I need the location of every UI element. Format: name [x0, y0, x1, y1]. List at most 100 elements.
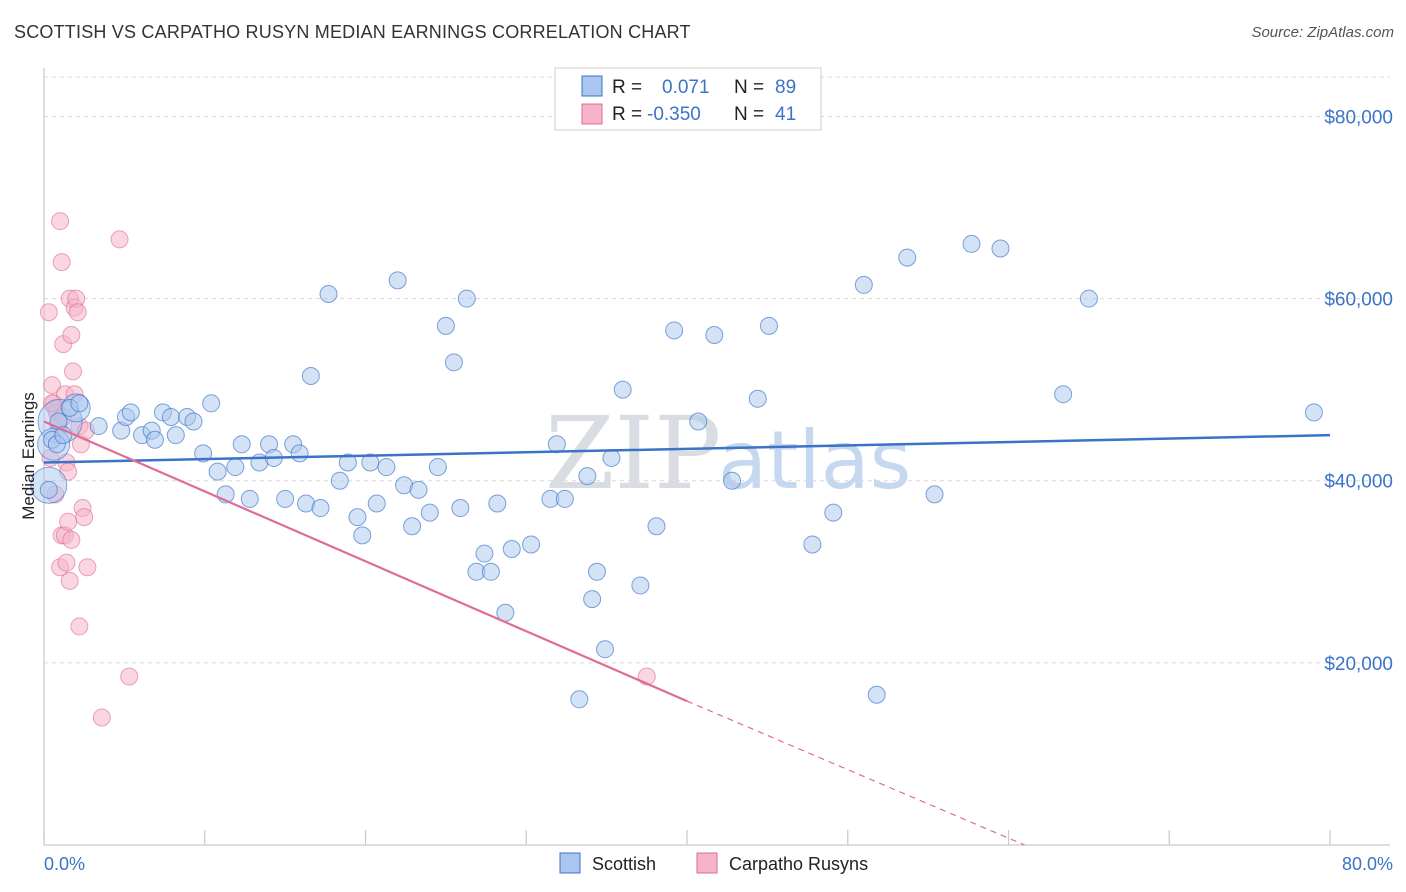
scottish-point — [962, 234, 981, 253]
scottish-point — [631, 576, 650, 595]
scottish-point — [689, 412, 708, 431]
trend-lines — [43, 420, 1331, 846]
scottish-point — [89, 417, 108, 436]
scottish-point — [867, 685, 886, 704]
scottish-point — [647, 517, 666, 536]
carpatho-rusyn-point — [52, 253, 71, 272]
scottish-point — [803, 535, 822, 554]
scottish-point — [570, 690, 589, 709]
legend-r-label: R = — [612, 77, 642, 98]
y-axis-label: Median Earnings — [19, 392, 38, 520]
scottish-point — [319, 285, 338, 304]
scottish-point — [991, 239, 1010, 258]
carpatho-rusyn-point — [120, 667, 139, 686]
source-label: Source: ZipAtlas.com — [1251, 24, 1394, 41]
legend-n-label: N = — [734, 104, 764, 125]
scottish-point — [1079, 289, 1098, 308]
scottish-point — [428, 458, 447, 477]
watermark: ZIP atlas — [545, 395, 911, 512]
scottish-point — [723, 471, 742, 490]
scottish-point — [898, 248, 917, 267]
scottish-point — [232, 435, 251, 454]
carpatho-rusyn-point — [62, 326, 81, 344]
scottish-point — [1304, 403, 1323, 422]
scottish-point — [824, 503, 843, 522]
scottish-point — [409, 480, 428, 499]
grid-lines — [44, 76, 1390, 664]
scottish-point — [502, 540, 521, 559]
bottom-legend-swatch-carpatho — [696, 852, 718, 874]
scottish-point — [290, 444, 309, 463]
scottish-point — [330, 471, 349, 490]
legend-r-value: -0.350 — [647, 104, 701, 125]
scottish-point — [578, 467, 597, 486]
scottish-point — [208, 462, 227, 481]
scottish-point — [748, 389, 767, 408]
scottish-point — [475, 544, 494, 563]
scottish-point — [377, 458, 396, 477]
scottish-point — [338, 453, 357, 472]
y-tick-label: $80,000 — [1324, 107, 1393, 128]
scottish-points — [30, 234, 1323, 709]
carpatho-rusyn-point — [92, 708, 111, 727]
y-tick-label: $40,000 — [1324, 472, 1393, 493]
legend-r-value: 0.071 — [662, 77, 710, 98]
scottish-point — [613, 380, 632, 399]
scottish-point — [145, 430, 164, 449]
legend-r-label: R = — [612, 104, 642, 125]
legend-swatch-scottish — [581, 75, 603, 97]
carpatho-rusyn-point — [57, 553, 76, 572]
scottish-point — [184, 412, 203, 431]
carpatho-rusyn-point — [63, 362, 82, 381]
scottish-point — [353, 526, 372, 545]
scottish-point — [596, 640, 615, 659]
scottish-point — [420, 503, 439, 522]
carpatho-rusyn-point — [60, 571, 79, 590]
legend-n-value: 89 — [775, 77, 796, 98]
scottish-point — [388, 271, 407, 290]
scottish-point — [665, 321, 684, 340]
carpatho-rusyn-point — [75, 508, 94, 527]
x-tick-label-min: 0.0% — [44, 854, 85, 874]
scottish-point — [1054, 385, 1073, 404]
y-tick-label: $20,000 — [1324, 654, 1393, 675]
scottish-point — [444, 353, 463, 372]
scottish-point — [202, 394, 221, 413]
carpatho-rusyn-point — [78, 558, 97, 577]
bottom-legend-label-carpatho: Carpatho Rusyns — [729, 854, 868, 874]
y-tick-label: $60,000 — [1324, 290, 1393, 311]
carpatho-rusyn-point — [59, 512, 78, 531]
watermark-atlas: atlas — [718, 414, 911, 507]
legend-n-label: N = — [734, 77, 764, 98]
scottish-point — [311, 499, 330, 518]
carpatho-rusyn-point — [43, 376, 62, 395]
scottish-point — [367, 494, 386, 513]
legend-n-value: 41 — [775, 104, 796, 125]
scottish-point — [161, 407, 180, 426]
scottish-point — [436, 316, 455, 335]
scottish-point — [925, 485, 944, 504]
chart-title: SCOTTISH VS CARPATHO RUSYN MEDIAN EARNIN… — [14, 22, 691, 42]
legend-swatch-carpatho — [581, 103, 603, 125]
scottish-point — [348, 508, 367, 527]
scottish-trend-line — [43, 433, 1331, 464]
carpatho-rusyn-point — [62, 530, 81, 549]
scottish-point — [602, 448, 621, 467]
scottish-point — [587, 562, 606, 581]
scottish-point — [488, 494, 507, 513]
x-axis-ticks — [43, 830, 1331, 845]
scottish-point — [276, 489, 295, 508]
bottom-legend-swatch-scottish — [559, 852, 581, 874]
scottish-point — [166, 426, 185, 445]
x-tick-label-max: 80.0% — [1342, 854, 1393, 874]
scottish-point — [555, 489, 574, 508]
scottish-point — [403, 517, 422, 536]
carpatho-rusyn-point — [51, 212, 70, 231]
scottish-point — [854, 275, 873, 294]
carpatho-rusyn-point — [68, 303, 87, 322]
scottish-point — [451, 499, 470, 518]
scottish-point — [457, 289, 476, 308]
scottish-point — [522, 535, 541, 554]
bottom-legend-label-scottish: Scottish — [592, 854, 656, 874]
